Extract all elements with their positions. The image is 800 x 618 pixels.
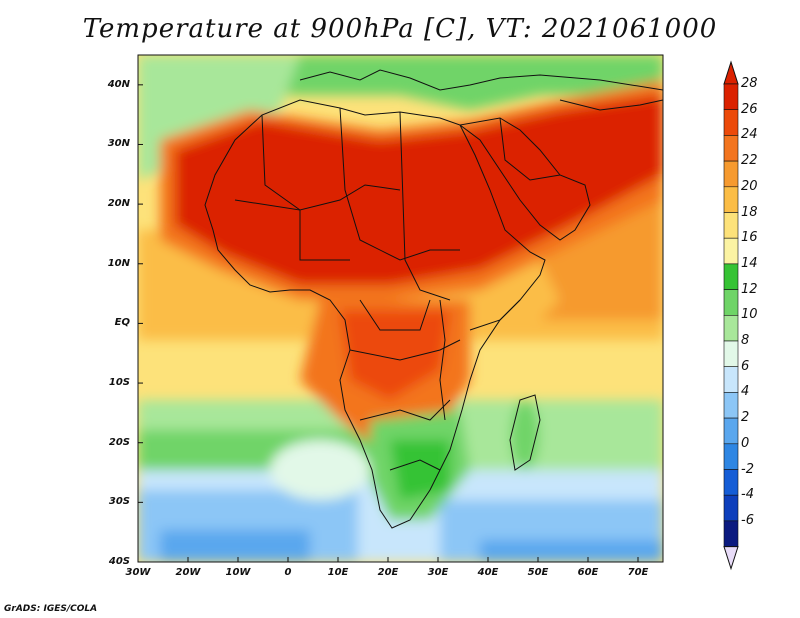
latitude-label: 10N bbox=[107, 257, 130, 269]
colorbar-label: 22 bbox=[741, 153, 758, 169]
colorbar-label: 10 bbox=[741, 307, 758, 323]
colorbar-label: 26 bbox=[741, 101, 758, 117]
longitude-label: 50E bbox=[527, 567, 549, 578]
colorbar-label: 2 bbox=[741, 410, 750, 426]
colorbar-swatch bbox=[723, 366, 739, 393]
latitude-label: EQ bbox=[114, 317, 130, 329]
latitude-label: 30S bbox=[108, 496, 130, 508]
colorbar-swatch bbox=[723, 417, 739, 445]
colorbar-label: 16 bbox=[741, 230, 758, 246]
colorbar-label: 20 bbox=[741, 178, 758, 194]
colorbar-swatch bbox=[723, 160, 739, 188]
longitude-label: 40E bbox=[477, 567, 499, 578]
colorbar-under-triangle bbox=[723, 546, 739, 571]
temperature-field bbox=[138, 55, 663, 562]
colorbar-swatch bbox=[723, 186, 739, 213]
latitude-label: 40S bbox=[108, 556, 130, 567]
map-title: Temperature at 900hPa [C], VT: 202106100… bbox=[82, 14, 718, 44]
colorbar bbox=[723, 60, 739, 571]
colorbar-swatch bbox=[723, 443, 739, 470]
colorbar-swatch bbox=[723, 340, 739, 368]
colorbar-swatch bbox=[723, 212, 739, 239]
longitude-label: 0 bbox=[284, 567, 292, 578]
colorbar-label: -4 bbox=[741, 487, 754, 503]
colorbar-label: 28 bbox=[741, 76, 758, 91]
longitude-label: 70E bbox=[627, 567, 649, 578]
colorbar-swatch bbox=[723, 109, 739, 136]
colorbar-swatch bbox=[723, 392, 739, 419]
colorbar-label: 24 bbox=[741, 127, 758, 143]
longitude-label: 20W bbox=[175, 567, 201, 578]
colorbar-over-triangle bbox=[723, 60, 739, 85]
colorbar-swatch bbox=[723, 520, 739, 547]
colorbar-label: 4 bbox=[741, 384, 750, 400]
map-frame bbox=[137, 54, 664, 563]
longitude-label: 10E bbox=[327, 567, 349, 578]
longitude-label: 30E bbox=[427, 567, 449, 578]
colorbar-label: 18 bbox=[741, 204, 758, 220]
colorbar-swatch bbox=[723, 135, 739, 162]
latitude-label: 10S bbox=[108, 377, 130, 389]
latitude-label: 40N bbox=[107, 78, 130, 90]
colorbar-swatch bbox=[723, 289, 739, 316]
colorbar-label: 0 bbox=[741, 435, 750, 451]
latitude-label: 20S bbox=[108, 436, 130, 448]
coastlines bbox=[204, 69, 663, 529]
colorbar-swatch bbox=[723, 237, 739, 265]
longitude-label: 30W bbox=[125, 567, 151, 578]
footer-credit: GrADS: IGES/COLA bbox=[4, 604, 98, 614]
colorbar-swatch bbox=[723, 469, 739, 496]
axis-ticks bbox=[137, 84, 639, 563]
colorbar-label: -2 bbox=[741, 461, 754, 477]
colorbar-swatch bbox=[723, 494, 739, 522]
colorbar-swatch bbox=[723, 263, 739, 290]
colorbar-swatch bbox=[723, 314, 739, 342]
latitude-label: 30N bbox=[107, 138, 130, 150]
colorbar-label: 14 bbox=[741, 255, 758, 271]
longitude-label: 10W bbox=[225, 567, 251, 578]
latitude-label: 20N bbox=[107, 198, 130, 210]
colorbar-label: 12 bbox=[741, 281, 758, 297]
colorbar-label: -6 bbox=[741, 512, 754, 528]
colorbar-label: 8 bbox=[741, 333, 750, 348]
colorbar-swatch bbox=[723, 83, 739, 111]
longitude-label: 60E bbox=[577, 567, 599, 578]
longitude-label: 20E bbox=[377, 567, 399, 578]
colorbar-label: 6 bbox=[741, 358, 750, 374]
